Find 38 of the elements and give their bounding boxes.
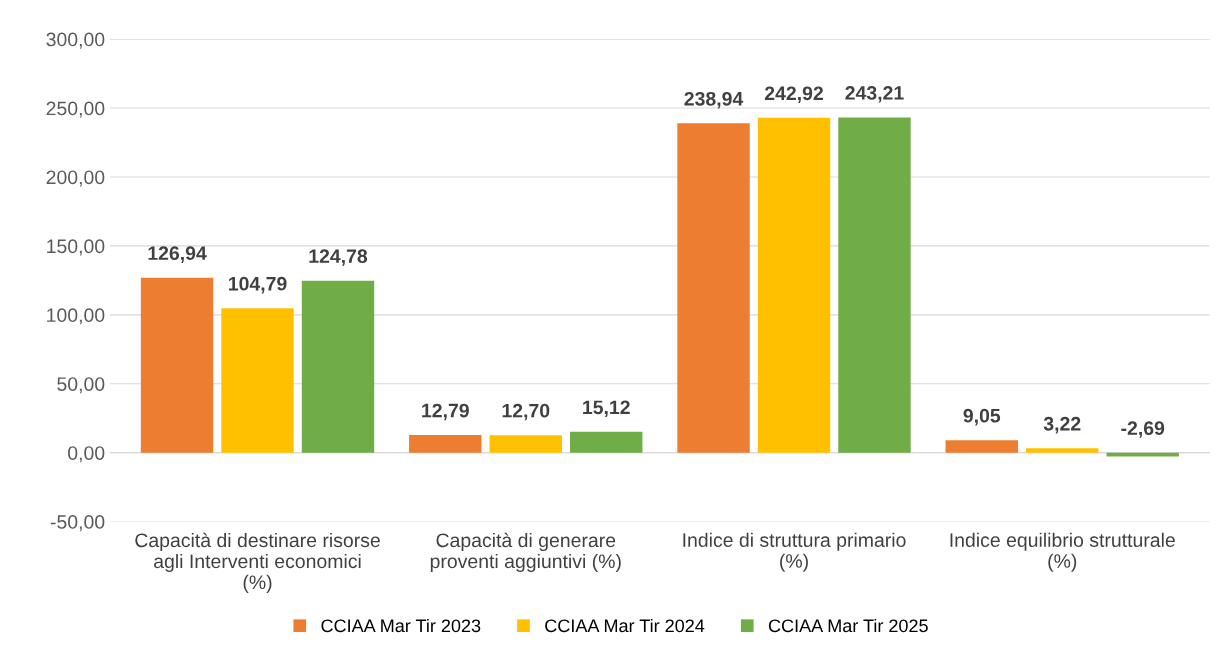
bar (221, 308, 294, 453)
data-label: 12,79 (422, 403, 469, 421)
bar (409, 435, 482, 453)
data-label: 104,79 (229, 276, 287, 294)
x-tick-label: Capacità di destinare risorse agli Interventi economici (%) (135, 532, 380, 593)
data-label: -2,69 (1121, 421, 1165, 438)
y-tick-label: 100,00 (47, 308, 105, 325)
legend-label: CCIAA Mar Tir 2023 (321, 618, 481, 633)
data-label: 238,94 (684, 91, 744, 109)
x-tick-label: Indice di struttura primario (%) (683, 532, 906, 572)
data-label: 9,05 (963, 408, 1001, 426)
y-tick-label: 150,00 (47, 239, 105, 256)
data-label: 124,78 (309, 249, 368, 266)
y-tick-label: 250,00 (46, 101, 105, 118)
data-label: 243,21 (845, 86, 904, 103)
bar (757, 117, 831, 453)
y-tick-label: 50,00 (57, 377, 105, 394)
y-tick-label: 300,00 (46, 32, 105, 49)
bar (570, 431, 643, 453)
data-label: 3,22 (1043, 416, 1081, 434)
x-tick-label: Capacità di generare proventi aggiuntivi (%) (430, 532, 621, 573)
data-label: 12,70 (502, 403, 550, 421)
legend-label: CCIAA Mar Tir 2024 (545, 618, 705, 633)
data-label: 242,92 (764, 86, 823, 103)
bar (140, 277, 214, 453)
bar (301, 280, 375, 453)
y-tick-label: -50,00 (50, 515, 105, 532)
x-tick-label: Indice equilibrio strutturale (%) (950, 532, 1175, 572)
legend-label: CCIAA Mar Tir 2025 (768, 618, 928, 633)
bar (1026, 448, 1099, 453)
bar (677, 123, 750, 453)
bar (945, 440, 1018, 453)
bar (838, 117, 911, 453)
bar (489, 435, 562, 453)
y-tick-label: 0,00 (68, 446, 105, 463)
data-label: 126,94 (148, 246, 207, 263)
y-tick-label: 200,00 (46, 170, 105, 187)
data-label: 15,12 (583, 400, 630, 418)
